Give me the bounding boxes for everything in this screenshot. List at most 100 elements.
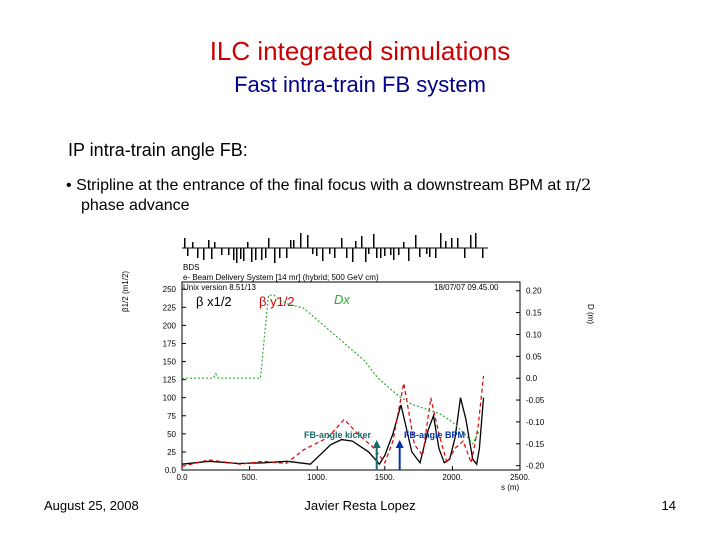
bullet-marker: •: [66, 177, 72, 194]
bullet-continuation: phase advance: [81, 197, 190, 214]
y-left-tick-label: 0.0: [165, 466, 177, 475]
y-left-tick-label: 200: [163, 321, 177, 330]
fb-bpm-arrowhead: [395, 440, 404, 448]
lattice-element: [440, 233, 442, 248]
plot-header-version: Unix version 8.51/13: [183, 283, 256, 292]
lattice-element: [419, 248, 421, 257]
legend-beta-y: β y1/2: [259, 294, 295, 309]
lattice-element: [307, 235, 309, 248]
bullet-item: • Stripline at the entrance of the final…: [66, 175, 686, 216]
lattice-element: [268, 238, 270, 248]
lattice-element: [429, 248, 431, 257]
x-tick-label: 500.: [242, 473, 258, 482]
y-axis-left-label: β1/2 (m1/2): [121, 271, 130, 312]
section-heading: IP intra-train angle FB:: [68, 140, 248, 160]
plot-header-bds: BDS: [183, 263, 199, 272]
legend-dx: Dx: [334, 292, 350, 307]
y-left-tick-label: 175: [163, 339, 177, 348]
lattice-element: [243, 248, 245, 261]
lattice-element: [290, 240, 292, 248]
lattice-element: [355, 241, 357, 248]
lattice-element: [457, 238, 459, 248]
fb-kicker-arrowhead: [372, 440, 381, 448]
plot-header-date: 18/07/07 09.45.00: [434, 283, 499, 292]
y-axis-right-label: D (m): [586, 304, 595, 324]
lattice-element: [316, 248, 318, 256]
annotation-fb-bpm: FB-angle BPM: [404, 430, 465, 440]
lattice-element: [233, 248, 235, 260]
lattice-element: [451, 238, 453, 248]
lattice-element: [300, 233, 302, 248]
series-line-beta-y: [181, 375, 485, 467]
y-right-tick-label: -0.05: [526, 396, 545, 405]
lattice-element: [236, 248, 238, 263]
lattice-element: [197, 248, 199, 258]
series-line-beta-x: [181, 397, 485, 466]
lattice-element: [403, 242, 405, 248]
lattice-element: [361, 236, 363, 248]
x-tick-label: 0.0: [176, 473, 188, 482]
x-axis-label: s (m): [501, 483, 520, 492]
lattice-element-strip: [182, 233, 488, 263]
lattice-element: [329, 248, 331, 254]
lattice-element: [240, 248, 242, 259]
bullet-text: Stripline at the entrance of the final f…: [76, 177, 566, 194]
slide-subtitle: Fast intra-train FB system: [234, 72, 486, 97]
bullet-pi-symbol: π/2: [565, 175, 592, 194]
lattice-element: [368, 248, 370, 254]
footer-author: Javier Resta Lopez: [304, 498, 416, 513]
lattice-element: [435, 248, 437, 258]
slide-title: ILC integrated simulations: [209, 36, 511, 66]
lattice-element: [475, 233, 477, 248]
lattice-element: [426, 248, 428, 254]
x-tick-label: 1500.: [375, 473, 395, 482]
y-right-tick-label: 0.0: [526, 374, 538, 383]
lattice-element: [221, 248, 223, 255]
y-right-tick-label: 0.15: [526, 309, 542, 318]
y-left-tick-label: 225: [163, 303, 177, 312]
lattice-element: [293, 240, 295, 248]
lattice-element: [445, 241, 447, 248]
lattice-element: [398, 248, 400, 255]
y-right-tick-label: -0.15: [526, 440, 545, 449]
lattice-element: [470, 235, 472, 248]
x-tick-label: 2000.: [442, 473, 462, 482]
lattice-plot-svg: BDS e- Beam Delivery System [14 mr] (hyb…: [121, 233, 595, 492]
y-right-tick-label: 0.05: [526, 352, 542, 361]
footer-page-number: 14: [661, 498, 676, 513]
lattice-element: [322, 248, 324, 261]
lattice-element: [373, 234, 375, 248]
annotation-fb-kicker: FB-angle kicker: [304, 430, 372, 440]
lattice-element: [279, 248, 281, 258]
footer-date: August 25, 2008: [44, 498, 139, 513]
lattice-element: [380, 248, 382, 258]
lattice-element: [390, 248, 392, 255]
lattice-element: [247, 242, 249, 248]
lattice-element: [365, 248, 367, 262]
lattice-element: [312, 248, 314, 254]
y-left-tick-label: 100: [163, 394, 177, 403]
lattice-element: [261, 248, 263, 260]
y-left-tick-label: 250: [163, 285, 177, 294]
lattice-element: [482, 248, 484, 258]
x-tick-label: 2500.: [510, 473, 530, 482]
lattice-element: [286, 248, 288, 258]
y-left-tick-label: 25: [167, 448, 176, 457]
lattice-element: [376, 248, 378, 258]
y-left-tick-label: 125: [163, 376, 177, 385]
lattice-element: [384, 248, 386, 256]
lattice-plot-figure: BDS e- Beam Delivery System [14 mr] (hyb…: [116, 232, 606, 494]
lattice-element: [393, 248, 395, 260]
plot-header-title: e- Beam Delivery System [14 mr] (hybrid;…: [183, 273, 379, 282]
lattice-element: [192, 242, 194, 248]
lattice-element: [334, 248, 336, 258]
lattice-element: [346, 248, 348, 258]
lattice-element: [211, 248, 213, 259]
lattice-element: [341, 238, 343, 248]
y-right-tick-label: -0.10: [526, 418, 545, 427]
lattice-element: [415, 235, 417, 248]
lattice-element: [187, 248, 189, 256]
lattice-element: [208, 240, 210, 248]
x-tick-label: 1000.: [307, 473, 327, 482]
series-line-dx: [182, 294, 480, 445]
